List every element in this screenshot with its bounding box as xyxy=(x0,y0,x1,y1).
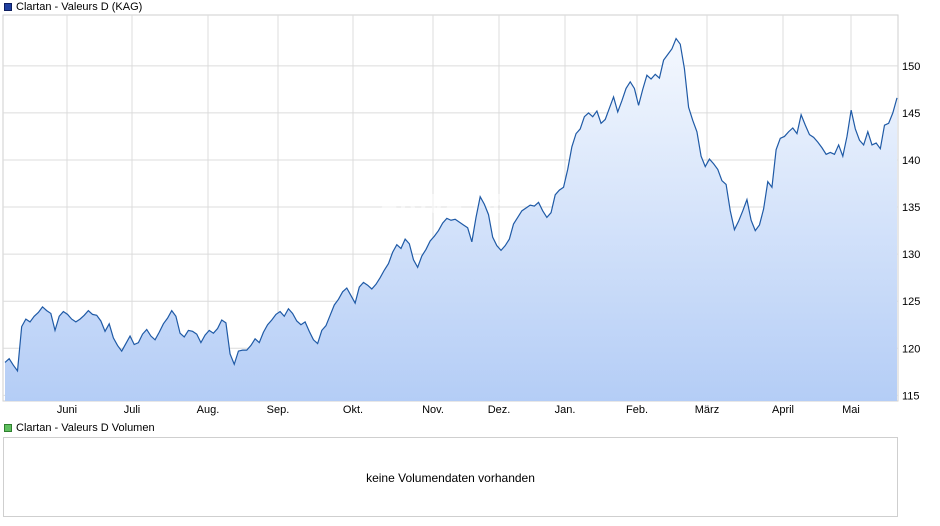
price-area xyxy=(5,38,897,401)
volume-legend-swatch xyxy=(4,424,12,432)
x-tick-label: Sep. xyxy=(267,404,290,416)
y-tick-label: 150 xyxy=(902,61,920,73)
y-axis: 115 120 125 130 135 140 145 150 xyxy=(902,61,920,403)
x-axis: Juni Juli Aug. Sep. Okt. Nov. Dez. Jan. Feb. März… xyxy=(57,404,860,416)
watermark: ARIVA.DE xyxy=(378,188,512,219)
x-tick-label: Nov. xyxy=(422,404,444,416)
x-tick-label: März xyxy=(695,404,719,416)
price-line xyxy=(4,37,898,373)
volume-panel: keine Volumendaten vorhanden xyxy=(3,437,898,517)
x-tick-label: Juli xyxy=(124,404,141,416)
watermark-text: ARIVA.DE xyxy=(378,188,512,219)
x-tick-label: Dez. xyxy=(488,404,511,416)
y-tick-label: 135 xyxy=(902,202,920,214)
x-tick-label: April xyxy=(772,404,794,416)
x-tick-label: Okt. xyxy=(343,404,363,416)
price-legend: Clartan - Valeurs D (KAG) xyxy=(4,0,142,14)
volume-empty-message: keine Volumendaten vorhanden xyxy=(366,471,535,485)
y-tick-label: 140 xyxy=(902,155,920,167)
y-tick-label: 125 xyxy=(902,296,920,308)
x-tick-label: Feb. xyxy=(626,404,648,416)
volume-legend-label: Clartan - Valeurs D Volumen xyxy=(16,422,155,434)
price-legend-swatch xyxy=(4,3,12,11)
y-tick-label: 130 xyxy=(902,249,920,261)
price-legend-label: Clartan - Valeurs D (KAG) xyxy=(16,1,143,13)
y-tick-label: 115 xyxy=(902,390,920,402)
y-tick-label: 120 xyxy=(902,343,920,355)
x-tick-label: Jan. xyxy=(555,404,576,416)
x-tick-label: Aug. xyxy=(197,404,220,416)
y-tick-label: 145 xyxy=(902,108,920,120)
price-chart: ARIVA.DE Juni Juli Aug. Sep. Okt. Nov. Dez. Jan… xyxy=(2,14,920,416)
x-tick-label: Juni xyxy=(57,404,77,416)
x-tick-label: Mai xyxy=(842,404,860,416)
volume-legend: Clartan - Valeurs D Volumen xyxy=(4,421,155,435)
